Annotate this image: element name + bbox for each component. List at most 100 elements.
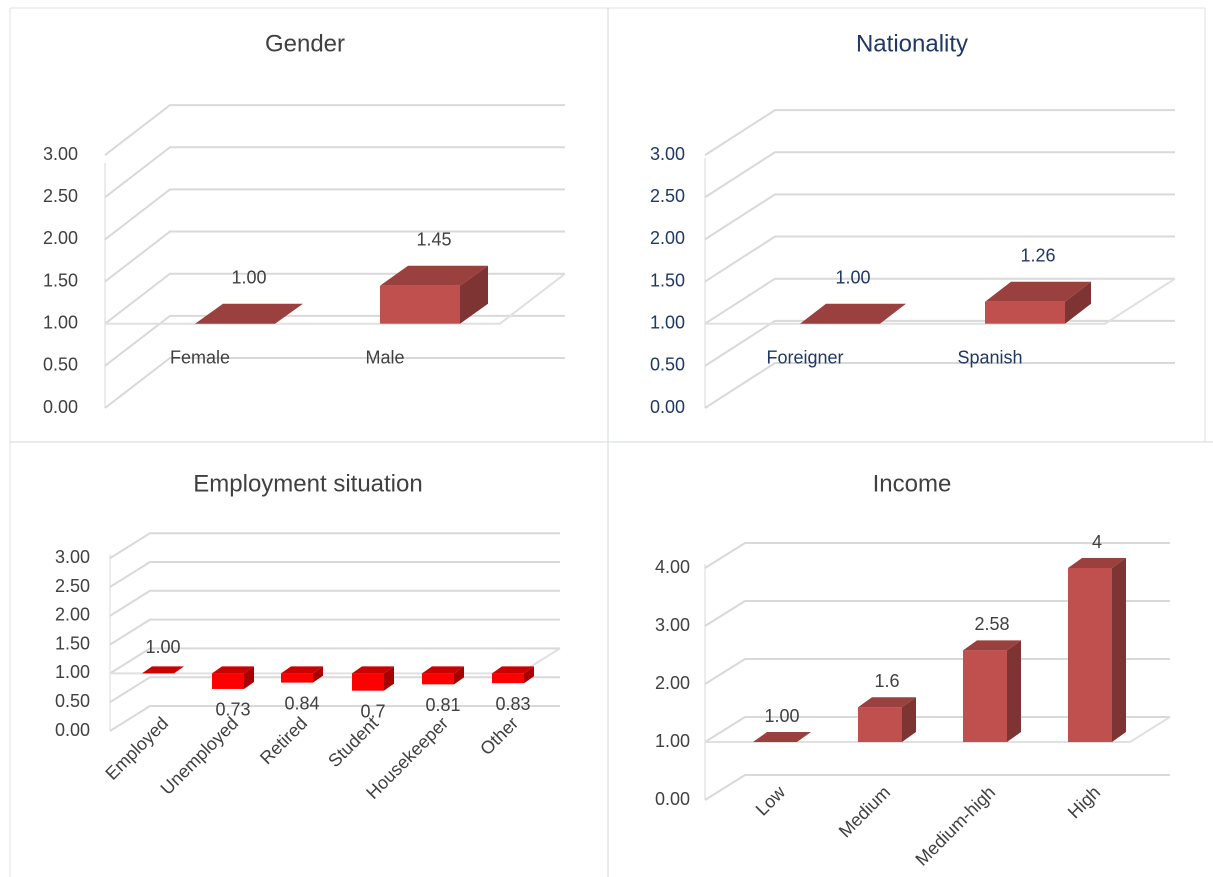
grid-line: [109, 647, 560, 675]
bar: [422, 673, 454, 685]
x-tick-label: Female: [170, 347, 230, 367]
y-tick-label: 2.00: [655, 673, 690, 693]
y-tick-label: 1.50: [650, 270, 685, 290]
bar: [985, 301, 1065, 324]
y-tick-label: 2.50: [650, 186, 685, 206]
bar-side: [524, 666, 534, 684]
y-tick-label: 0.50: [43, 355, 78, 375]
bar-side: [1112, 558, 1126, 742]
y-tick-label: 1.50: [43, 270, 78, 290]
y-tick-label: 4.00: [655, 557, 690, 577]
grid-line: [704, 109, 1175, 156]
bar-top: [963, 640, 1021, 651]
value-label: 1.00: [835, 267, 870, 287]
bar-top: [492, 666, 534, 674]
y-tick-label: 0.00: [55, 720, 90, 740]
value-label: 0.7: [360, 701, 385, 721]
y-tick-label: 3.00: [655, 615, 690, 635]
bar-top: [142, 666, 184, 674]
grid-line: [109, 705, 560, 732]
grid-line: [104, 230, 565, 283]
grid-line: [704, 774, 1170, 801]
y-tick-label: 1.50: [55, 633, 90, 653]
y-tick-label: 3.00: [55, 547, 90, 567]
y-tick-label: 0.50: [55, 691, 90, 711]
floor: [705, 716, 1171, 743]
y-tick-label: 0.00: [650, 397, 685, 417]
grid-line: [109, 561, 560, 588]
chart-title: Nationality: [856, 30, 968, 57]
y-tick-label: 2.50: [55, 576, 90, 596]
value-label: 0.73: [215, 700, 250, 720]
grid-line: [109, 532, 560, 560]
grid-line: [104, 357, 565, 409]
grid-line: [704, 542, 1170, 569]
grid-line: [704, 658, 1170, 685]
bar: [352, 673, 384, 691]
value-label: 0.84: [284, 693, 319, 713]
bar-top: [195, 303, 303, 324]
grid-line: [104, 188, 565, 241]
bar-side: [454, 666, 464, 685]
value-label: 1.00: [231, 267, 266, 287]
bar-top: [212, 666, 254, 674]
x-tick-label: Spanish: [957, 347, 1022, 367]
bar-top: [281, 666, 323, 674]
bar-side: [1065, 281, 1091, 324]
bar-side: [460, 265, 488, 324]
grid-line: [704, 193, 1175, 241]
y-tick-label: 1.00: [650, 312, 685, 332]
bar-side: [902, 697, 916, 742]
bar: [380, 285, 460, 324]
x-tick-label: Male: [365, 347, 404, 367]
grid-line: [109, 589, 560, 617]
bar: [492, 673, 524, 684]
bar-top: [380, 265, 488, 286]
y-tick-label: 3.00: [43, 144, 78, 164]
bar-top: [1068, 558, 1126, 568]
grid-line: [704, 600, 1170, 627]
bar: [212, 673, 244, 689]
bar-side: [313, 666, 323, 683]
y-tick-label: 1.00: [55, 662, 90, 682]
bar-top: [352, 666, 394, 674]
y-tick-label: 1.00: [655, 731, 690, 751]
chart-title: Gender: [265, 30, 345, 57]
grid-line: [704, 362, 1175, 409]
y-tick-label: 2.50: [43, 186, 78, 206]
y-tick-label: 3.00: [650, 144, 685, 164]
grid-line: [704, 235, 1175, 283]
bar-side: [244, 666, 254, 689]
value-label: 1.26: [1020, 246, 1055, 266]
grid-line: [704, 151, 1175, 199]
bar-top: [858, 697, 916, 708]
grid-line: [104, 146, 565, 199]
value-label: 1.6: [874, 671, 899, 691]
bar: [963, 650, 1007, 742]
bar: [858, 707, 902, 742]
y-tick-label: 0.50: [650, 355, 685, 375]
bar-side: [384, 666, 394, 691]
y-tick-label: 2.00: [43, 228, 78, 248]
value-label: 1.00: [764, 706, 799, 726]
bar-top: [753, 732, 811, 742]
y-tick-label: 2.00: [650, 228, 685, 248]
bar: [1068, 568, 1112, 742]
value-label: 1.00: [145, 637, 180, 657]
bar-top: [985, 281, 1091, 302]
y-tick-label: 0.00: [43, 397, 78, 417]
chart-title: Income: [873, 470, 952, 497]
bar-top: [800, 303, 906, 324]
value-label: 1.45: [416, 230, 451, 250]
y-tick-label: 1.00: [43, 312, 78, 332]
value-label: 0.81: [425, 695, 460, 715]
bar: [281, 673, 313, 683]
y-tick-label: 0.00: [655, 789, 690, 809]
grid-line: [104, 104, 565, 156]
chart-title: Employment situation: [193, 470, 422, 497]
grid-line: [109, 618, 560, 646]
bar-side: [1007, 640, 1021, 742]
value-label: 2.58: [974, 614, 1009, 634]
